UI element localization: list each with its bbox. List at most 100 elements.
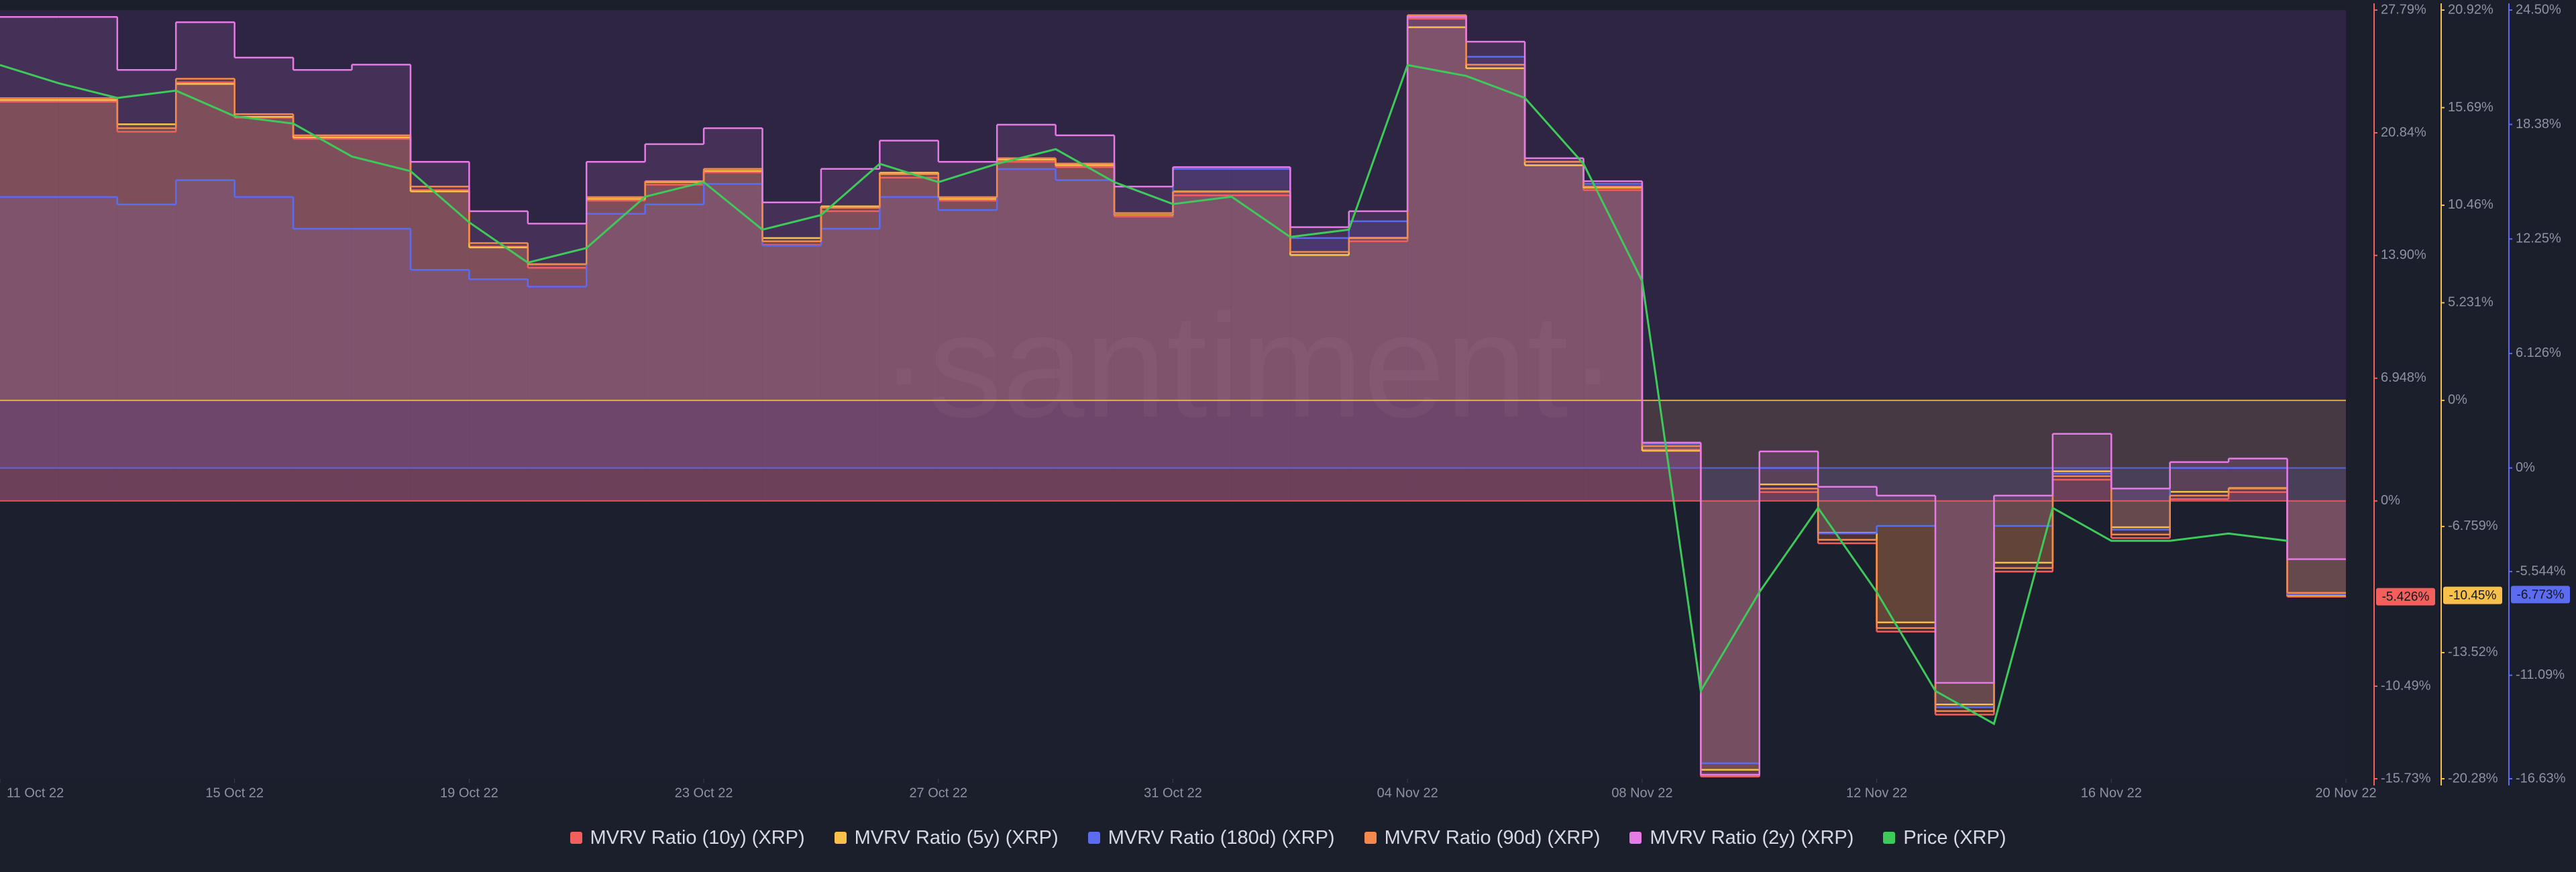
area-fill — [527, 264, 587, 501]
area-fill — [234, 57, 294, 501]
area-fill — [704, 184, 763, 468]
area-fill — [762, 246, 821, 468]
area-fill — [1583, 186, 1642, 501]
area-fill — [352, 137, 411, 400]
area-fill — [2169, 495, 2229, 501]
area-fill — [1348, 237, 1408, 400]
area-fill — [58, 100, 117, 400]
area-fill — [2229, 492, 2288, 501]
area-fill — [1466, 68, 1525, 501]
plot-lower — [0, 500, 2346, 779]
x-tick-label: 08 Nov 22 — [1611, 785, 1672, 800]
area-fill — [820, 168, 880, 501]
area-fill — [997, 160, 1056, 400]
area-fill — [58, 98, 117, 501]
area-fill — [1583, 184, 1642, 468]
area-fill — [1876, 468, 1936, 527]
area-fill — [1818, 486, 1877, 501]
area-fill — [469, 246, 528, 501]
area-fill — [1231, 168, 1291, 468]
area-fill — [704, 170, 763, 400]
area-fill — [879, 174, 938, 501]
area-fill — [1407, 15, 1466, 468]
area-fill — [1055, 165, 1115, 400]
area-fill — [1876, 400, 1936, 622]
area-fill — [1994, 500, 2053, 572]
area-fill — [469, 279, 528, 468]
area-fill — [176, 82, 235, 501]
area-fill — [58, 101, 117, 501]
area-fill — [1290, 252, 1349, 501]
area-fill — [1114, 214, 1173, 400]
area-fill — [352, 138, 411, 501]
area-fill — [1876, 495, 1936, 501]
area-fill — [586, 201, 645, 501]
area-fill — [293, 135, 352, 501]
area-fill — [2229, 400, 2288, 488]
y-tick-label: 0% — [2516, 460, 2535, 475]
area-fill — [234, 197, 294, 468]
area-fill — [1642, 443, 1701, 468]
area-fill — [645, 204, 704, 468]
area-fill — [2169, 499, 2229, 501]
legend-label: MVRV Ratio (180d) (XRP) — [1108, 826, 1335, 849]
area-fill — [762, 237, 821, 400]
area-fill — [410, 186, 470, 501]
area-fill — [1525, 162, 1584, 501]
area-fill — [1348, 221, 1408, 468]
area-fill — [1935, 400, 1994, 705]
area-fill — [820, 206, 880, 400]
area-fill — [1994, 500, 2053, 568]
area-fill — [1055, 180, 1115, 468]
x-tick-label: 27 Oct 22 — [909, 785, 967, 800]
area-fill — [1348, 237, 1408, 501]
y-tick-label: 5.231% — [2448, 295, 2493, 310]
area-fill — [704, 172, 763, 501]
area-fill — [1114, 213, 1173, 501]
area-fill — [2287, 500, 2346, 593]
area-fill — [1407, 17, 1466, 501]
area-fill — [1173, 191, 1232, 501]
x-tick-label: 15 Oct 22 — [205, 785, 264, 800]
area-fill — [410, 270, 470, 468]
area-fill — [1348, 241, 1408, 501]
area-fill — [1466, 68, 1525, 400]
legend-item[interactable]: MVRV Ratio (10y) (XRP) — [570, 827, 805, 849]
legend-item[interactable]: MVRV Ratio (180d) (XRP) — [1087, 826, 1335, 849]
area-fill — [1290, 254, 1349, 400]
x-tick-label: 16 Nov 22 — [2081, 785, 2142, 800]
legend-item[interactable]: MVRV Ratio (5y) (XRP) — [834, 827, 1059, 849]
area-fill — [879, 172, 938, 400]
area-fill — [117, 131, 176, 501]
y-tick-label: 20.92% — [2448, 2, 2493, 17]
area-fill — [1290, 227, 1349, 501]
area-fill — [0, 101, 59, 501]
legend-item[interactable]: MVRV Ratio (90d) (XRP) — [1364, 827, 1600, 849]
area-fill — [586, 197, 645, 501]
area-fill — [1759, 400, 1819, 485]
area-fill — [762, 202, 821, 501]
area-fill — [1525, 165, 1584, 400]
area-fill — [58, 197, 117, 468]
area-fill — [410, 162, 470, 501]
area-fill — [1173, 167, 1232, 501]
area-fill — [1525, 158, 1584, 501]
area-fill — [1701, 468, 1760, 763]
legend: MVRV Ratio (10y) (XRP) MVRV Ratio (5y) (X… — [0, 822, 2576, 853]
area-fill — [117, 124, 176, 400]
area-fill — [176, 180, 235, 468]
area-fill — [1818, 400, 1877, 533]
area-fill — [938, 162, 998, 501]
area-fill — [645, 144, 704, 501]
area-fill — [1583, 190, 1642, 501]
legend-item[interactable]: Price (XRP) — [1883, 827, 2006, 849]
area-fill — [2111, 500, 2170, 539]
area-fill — [879, 177, 938, 501]
area-fill — [586, 162, 645, 501]
area-fill — [1231, 191, 1291, 501]
y-tick-label: 24.50% — [2516, 2, 2561, 17]
area-fill — [234, 117, 294, 400]
legend-item[interactable]: MVRV Ratio (2y) (XRP) — [1629, 827, 1854, 849]
area-fill — [2287, 500, 2346, 559]
